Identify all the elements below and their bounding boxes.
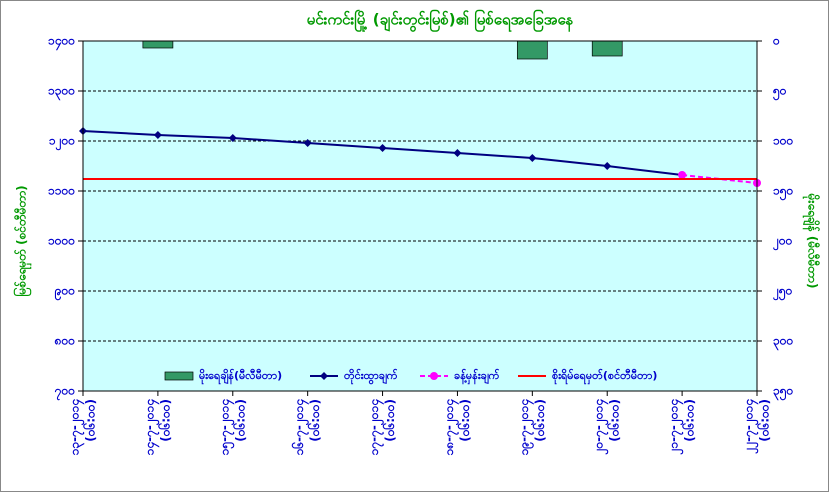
bar [591,40,623,57]
marker [378,144,387,152]
x-tick-label: (၀၆:၀၀) [231,399,247,442]
x-tick-label: ၂၁-၇-၂၀၁၄ [667,399,685,456]
legend-label: တိုင်းထွာချက် [344,368,398,385]
y2-tick-label: ၀ [772,34,780,48]
line [682,174,758,184]
y-tick-label: ၁၁၀၀ [48,184,75,198]
x-tick-label: (၀၆:၀၀) [756,399,772,442]
marker [228,134,237,142]
plot-border [82,40,758,392]
marker [528,154,537,162]
x-tick-label: (၀၆:၀၀) [681,399,697,442]
legend-label: စိုးရိမ်ရေမှတ်(စင်တီမီတာ) [552,368,657,385]
y-tick-label: ၁၃၀၀ [48,84,75,102]
x-tick-label: ၁၄-၇-၂၀၁၄ [142,399,160,455]
x-tick-label: ၂၂-၇-၂၀၁၄ [742,399,760,455]
x-tick-label: (၀၆:၀၀) [306,399,322,442]
legend-label: ခန့်မှန်းချက် [454,368,500,385]
x-tick-label: ၁၃-၇-၂၀၁၄ [68,399,86,455]
legend-label: မိုးရေချိန်(မီလီမီတာ) [199,368,282,385]
plot-area [83,41,757,391]
y2-tick-label: ၁၀၀ [773,134,794,148]
y-tick-label: ၇၀၀ [54,384,76,402]
legend-swatch [164,371,194,381]
y-axis-label: မြစ်ရေမှတ် (စင်တီမီတာ) [12,185,33,296]
y2-tick-label: ၁၅၀ [773,184,794,202]
x-tick-label: (၀၆:၀၀) [606,399,622,442]
x-tick-label: (၀၆:၀၀) [456,399,472,442]
y2-tick-label: ၅၀ [772,84,787,102]
y-tick-label: ၈၀၀ [54,334,76,348]
bar [142,40,174,49]
y2-tick-label: ၂၅၀ [772,284,793,302]
x-tick-label: (၀၆:၀၀) [156,399,172,442]
x-tick-label: (၀၆:၀၀) [531,399,547,442]
y-tick-label: ၁၀၀၀ [48,234,75,248]
x-tick-label: ၁၆-၇-၂၀၁၄ [290,399,310,455]
y-tick-label: ၉၀၀ [54,284,76,302]
legend-marker [430,372,438,380]
y2-tick-label: ၂၀၀ [772,234,793,252]
x-tick-label: (၀၆:၀၀) [82,399,98,442]
y2-axis-label: မိုးရေချိန် (မီလီမီတာ) [802,193,822,289]
x-tick-label: ၁၈-၇-၂၀၁၄ [442,399,460,455]
y2-tick-label: ၃၅၀ [773,384,794,402]
legend-marker [320,372,328,380]
marker [603,162,612,170]
x-tick-label: ၂၀-၇-၂၀၁၄ [592,399,610,456]
marker [678,171,687,179]
y2-tick-label: ၃၀၀ [773,334,794,352]
marker [453,149,462,157]
x-tick-label: ၁၉-၇-၂၀၁၄ [517,399,535,455]
x-tick-label: ၁၇-၇-၂၀၁၄ [367,399,385,455]
y-tick-label: ၁၄၀၀ [48,34,75,52]
marker [153,131,162,139]
y-tick-label: ၁၂၀၀ [49,134,75,152]
x-tick-label: (၀၆:၀၀) [381,399,397,442]
marker [303,139,312,147]
bar [516,40,548,60]
x-tick-label: ၁၅-၇-၂၀၁၄ [217,399,235,455]
